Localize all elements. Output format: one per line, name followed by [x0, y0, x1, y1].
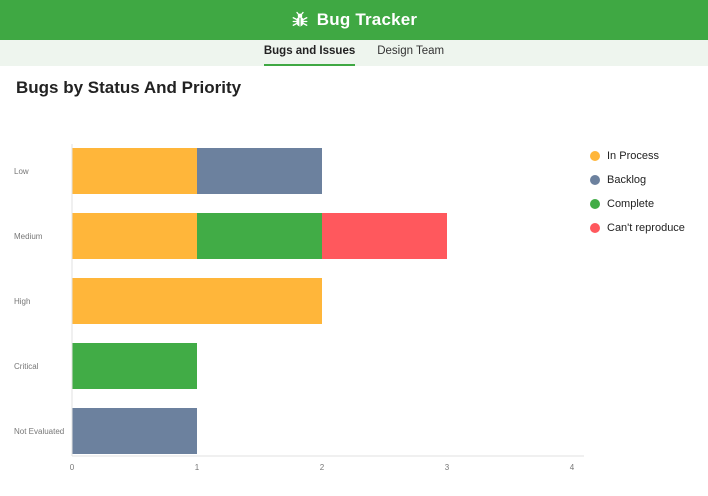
chart-x-axis: 0 1 2 3 4 [70, 144, 584, 472]
category-label-not-evaluated: Not Evaluated [14, 427, 64, 436]
tab-design-team[interactable]: Design Team [377, 45, 445, 57]
category-label-critical: Critical [14, 362, 39, 371]
bar-low-backlog[interactable] [197, 148, 322, 194]
legend-item-in-process[interactable]: In Process [590, 144, 685, 168]
x-tick-label-3: 3 [445, 463, 450, 472]
x-tick-label-0: 0 [70, 463, 75, 472]
chart-bars [72, 148, 447, 454]
legend-swatch [590, 199, 600, 209]
bar-not-evaluated-backlog[interactable] [72, 408, 197, 454]
bar-critical-complete[interactable] [72, 343, 197, 389]
chart-legend: In Process Backlog Complete Can't reproduce [590, 144, 685, 240]
legend-label: Can't reproduce [607, 222, 685, 234]
bar-high-in-process[interactable] [72, 278, 322, 324]
bug-status-chart: Low Medium High Critical Not Evaluated 0 1 2 3 4 [14, 144, 584, 472]
tab-bar: Bugs and Issues Design Team [0, 40, 708, 66]
page-title: Bugs by Status And Priority [16, 78, 242, 97]
chart-category-labels: Low Medium High Critical Not Evaluated [14, 167, 64, 436]
bug-icon [292, 11, 308, 27]
legend-swatch [590, 175, 600, 185]
x-tick-label-1: 1 [195, 463, 200, 472]
bar-low-in-process[interactable] [72, 148, 197, 194]
legend-swatch [590, 151, 600, 161]
tab-bugs-and-issues[interactable]: Bugs and Issues [263, 40, 356, 66]
legend-label: Backlog [607, 174, 647, 186]
legend-item-complete[interactable]: Complete [590, 192, 685, 216]
category-label-high: High [14, 297, 30, 306]
legend-label: In Process [607, 150, 659, 162]
brand: Bug Tracker [291, 10, 417, 30]
bar-medium-can-t-reproduce[interactable] [322, 213, 447, 259]
app-title: Bug Tracker [316, 10, 418, 29]
legend-label: Complete [607, 198, 655, 210]
app-header: Bug Tracker [0, 0, 708, 40]
bar-medium-complete[interactable] [197, 213, 322, 259]
legend-swatch [590, 223, 600, 233]
legend-item-backlog[interactable]: Backlog [590, 168, 685, 192]
category-label-medium: Medium [14, 232, 43, 241]
x-tick-label-4: 4 [570, 463, 575, 472]
x-tick-label-2: 2 [320, 463, 325, 472]
bar-medium-in-process[interactable] [72, 213, 197, 259]
category-label-low: Low [14, 167, 29, 176]
legend-item-can-t-reproduce[interactable]: Can't reproduce [590, 216, 685, 240]
